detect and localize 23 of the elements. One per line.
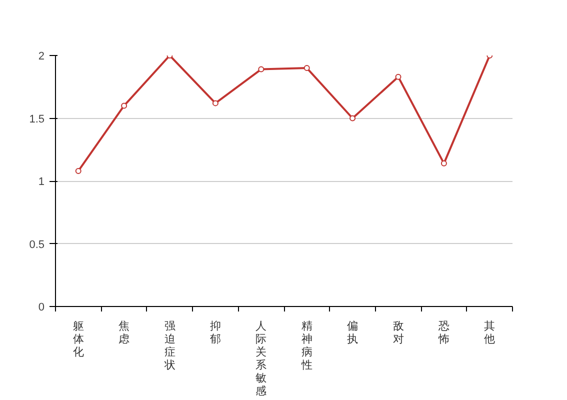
x-tick-label: 躯体化 <box>72 320 84 358</box>
x-tick-label: 焦虑 <box>118 320 130 346</box>
y-tick-label: 1 <box>38 176 45 188</box>
y-tick-label: 0.5 <box>29 238 45 251</box>
x-tick-label: 精神病性 <box>300 320 312 372</box>
x-tick-label: 抑郁 <box>210 320 221 346</box>
point <box>395 74 402 80</box>
y-tick-label: 1.5 <box>29 113 45 126</box>
point <box>212 100 218 106</box>
y-tick-label: 0 <box>38 302 45 314</box>
x-tick-label: 恐怖 <box>437 320 450 346</box>
x-tick-label: 偏执 <box>347 320 358 346</box>
point <box>258 66 264 72</box>
point <box>350 115 356 122</box>
x-tick-label: 其他 <box>484 320 496 346</box>
point <box>440 160 447 166</box>
x-tick-label: 敌对 <box>392 320 404 346</box>
point <box>75 168 82 174</box>
y-tick-label: 2 <box>38 50 45 62</box>
point <box>304 65 310 72</box>
x-tick-label: 人际关系敏感 <box>256 320 267 398</box>
x-tick-label: 强迫症状 <box>163 320 176 372</box>
point <box>121 102 128 109</box>
